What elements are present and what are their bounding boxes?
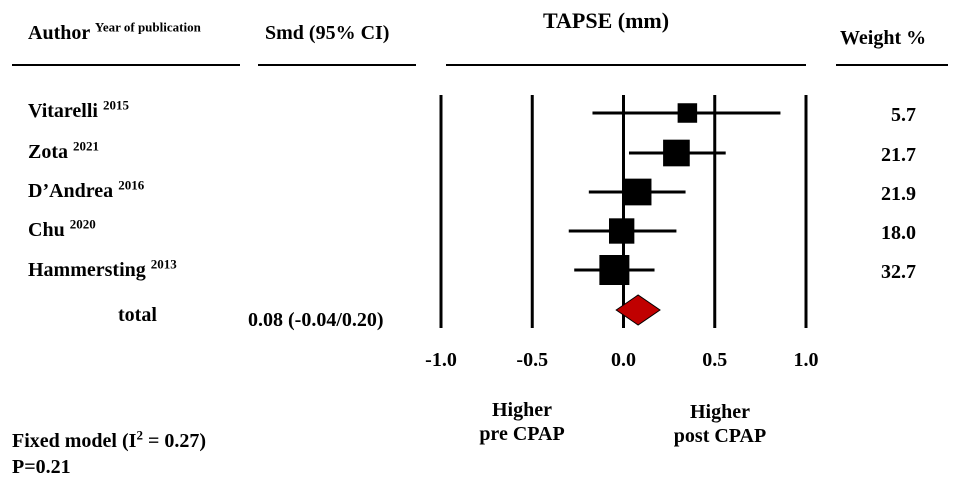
study-marker-4: [599, 255, 630, 285]
study-author-1: Zota 2021: [28, 138, 99, 164]
direction-left-line1: Higher: [492, 399, 552, 421]
model-line: Fixed model (I2 = 0.27): [12, 428, 206, 454]
author-header-sup: Year of publication: [94, 19, 201, 35]
study-year: 2020: [69, 216, 96, 232]
model-info: Fixed model (I2 = 0.27) P=0.21: [12, 428, 206, 480]
smd-header-rule: [258, 64, 416, 66]
p-value: P=0.21: [12, 456, 71, 478]
study-year: 2021: [73, 138, 99, 154]
plot-title: TAPSE (mm): [543, 8, 670, 33]
x-tick-label-1: -0.5: [516, 349, 548, 371]
study-year: 2016: [118, 177, 145, 193]
weight-header-rule: [836, 64, 948, 66]
study-author-name: D’Andrea: [28, 180, 114, 202]
study-marker-3: [608, 218, 635, 244]
direction-right-line1: Higher: [690, 401, 750, 423]
study-author-3: Chu 2020: [28, 216, 96, 242]
x-tick-label-2: 0.0: [611, 349, 636, 371]
study-author-name: Zota: [28, 141, 68, 163]
pooled-diamond: [615, 294, 661, 326]
x-tick-label-4: 1.0: [794, 349, 819, 371]
study-author-name: Hammersting: [28, 259, 146, 281]
study-author-name: Vitarelli: [28, 100, 98, 122]
study-weight-1: 21.7: [881, 144, 916, 166]
study-weight-3: 18.0: [881, 222, 916, 244]
model-prefix: Fixed model (I: [12, 430, 137, 452]
study-author-name: Chu: [28, 219, 65, 241]
study-weight-4: 32.7: [881, 261, 916, 283]
study-year: 2013: [150, 256, 177, 272]
model-suffix: = 0.27): [142, 430, 206, 452]
total-estimate: 0.08 (-0.04/0.20): [248, 309, 384, 331]
author-header-rule: [12, 64, 240, 66]
direction-right: Higher post CPAP: [655, 400, 785, 448]
plot-header-rule: [446, 64, 806, 66]
smd-header: Smd (95% CI): [265, 22, 390, 44]
study-marker-2: [624, 178, 652, 206]
study-author-4: Hammersting 2013: [28, 256, 177, 282]
total-label: total: [118, 304, 157, 326]
x-tick-label-3: 0.5: [702, 349, 727, 371]
study-marker-1: [663, 139, 690, 167]
direction-left: Higher pre CPAP: [462, 398, 582, 446]
study-author-2: D’Andrea 2016: [28, 177, 145, 203]
study-weight-0: 5.7: [891, 104, 916, 126]
author-header: Author Year of publication: [28, 19, 201, 45]
study-marker-0: [677, 103, 698, 123]
author-header-label: Author: [28, 22, 90, 44]
direction-left-line2: pre CPAP: [479, 423, 565, 445]
x-tick-label-0: -1.0: [425, 349, 457, 371]
model-sup: 2: [136, 427, 143, 443]
direction-right-line2: post CPAP: [673, 425, 767, 447]
weight-header: Weight %: [840, 27, 927, 49]
study-weight-2: 21.9: [881, 183, 916, 205]
study-author-0: Vitarelli 2015: [28, 97, 129, 123]
study-year: 2015: [102, 97, 129, 113]
